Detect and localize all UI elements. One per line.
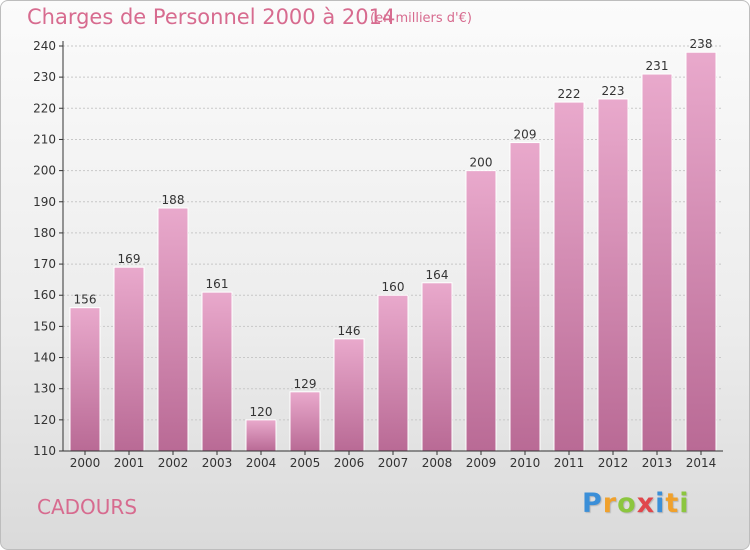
commune-name: CADOURS bbox=[37, 495, 138, 519]
chart-title: Charges de Personnel 2000 à 2014 bbox=[27, 5, 396, 29]
y-tick-label: 120 bbox=[33, 413, 56, 427]
x-tick-label: 2003 bbox=[202, 456, 233, 470]
bar-2009 bbox=[465, 170, 497, 452]
x-tick-label: 2010 bbox=[510, 456, 541, 470]
data-label: 238 bbox=[690, 37, 713, 51]
data-label: 156 bbox=[74, 293, 97, 307]
bar-2002 bbox=[157, 207, 189, 452]
data-label: 188 bbox=[162, 193, 185, 207]
y-tick-label: 170 bbox=[33, 257, 56, 271]
proxiti-logo: Proxiti bbox=[582, 488, 690, 519]
bar-2003 bbox=[201, 291, 233, 452]
logo-letter: i bbox=[655, 488, 666, 519]
x-tick-label: 2005 bbox=[290, 456, 321, 470]
x-tick-label: 2012 bbox=[598, 456, 629, 470]
x-tick-label: 2011 bbox=[554, 456, 585, 470]
x-tick-label: 2002 bbox=[158, 456, 189, 470]
logo-letter: r bbox=[602, 488, 618, 519]
logo-letter: o bbox=[617, 488, 637, 519]
data-label: 120 bbox=[250, 405, 273, 419]
x-tick-label: 2014 bbox=[686, 456, 717, 470]
logo-letter: x bbox=[636, 488, 656, 519]
bar-2010 bbox=[509, 142, 541, 452]
data-label: 160 bbox=[382, 280, 405, 294]
data-label: 129 bbox=[294, 377, 317, 391]
bar-2005 bbox=[289, 391, 321, 452]
y-tick-label: 110 bbox=[33, 444, 56, 458]
bar-2012 bbox=[597, 98, 629, 452]
x-tick-label: 2000 bbox=[70, 456, 101, 470]
bar-2000 bbox=[69, 307, 101, 452]
bar-2008 bbox=[421, 282, 453, 452]
data-label: 222 bbox=[558, 87, 581, 101]
bar-2007 bbox=[377, 294, 409, 452]
x-tick-label: 2004 bbox=[246, 456, 277, 470]
x-tick-label: 2008 bbox=[422, 456, 453, 470]
bar-2014 bbox=[685, 51, 717, 452]
y-tick-label: 220 bbox=[33, 101, 56, 115]
x-tick-label: 2007 bbox=[378, 456, 409, 470]
x-tick-label: 2013 bbox=[642, 456, 673, 470]
y-tick-label: 200 bbox=[33, 164, 56, 178]
y-tick-label: 140 bbox=[33, 351, 56, 365]
y-tick-label: 230 bbox=[33, 70, 56, 84]
data-label: 200 bbox=[470, 156, 493, 170]
bar-2011 bbox=[553, 101, 585, 452]
x-tick-label: 2009 bbox=[466, 456, 497, 470]
y-tick-label: 190 bbox=[33, 195, 56, 209]
y-tick-label: 160 bbox=[33, 288, 56, 302]
bar-2006 bbox=[333, 338, 365, 452]
data-label: 164 bbox=[426, 268, 449, 282]
data-label: 169 bbox=[118, 252, 141, 266]
logo-letter: i bbox=[679, 488, 690, 519]
y-tick-label: 240 bbox=[33, 39, 56, 53]
x-tick-label: 2006 bbox=[334, 456, 365, 470]
bar-2001 bbox=[113, 266, 145, 452]
y-tick-label: 130 bbox=[33, 382, 56, 396]
bar-2004 bbox=[245, 419, 277, 452]
x-tick-label: 2001 bbox=[114, 456, 145, 470]
data-label: 223 bbox=[602, 84, 625, 98]
data-label: 231 bbox=[646, 59, 669, 73]
logo-letter: t bbox=[665, 488, 680, 519]
chart-subtitle: (en milliers d'€) bbox=[370, 11, 472, 26]
data-label: 146 bbox=[338, 324, 361, 338]
data-label: 161 bbox=[206, 277, 229, 291]
y-tick-label: 210 bbox=[33, 132, 56, 146]
data-label: 209 bbox=[514, 128, 537, 142]
y-tick-label: 150 bbox=[33, 319, 56, 333]
y-tick-label: 180 bbox=[33, 226, 56, 240]
logo-letter: P bbox=[582, 488, 603, 519]
bar-2013 bbox=[641, 73, 673, 452]
